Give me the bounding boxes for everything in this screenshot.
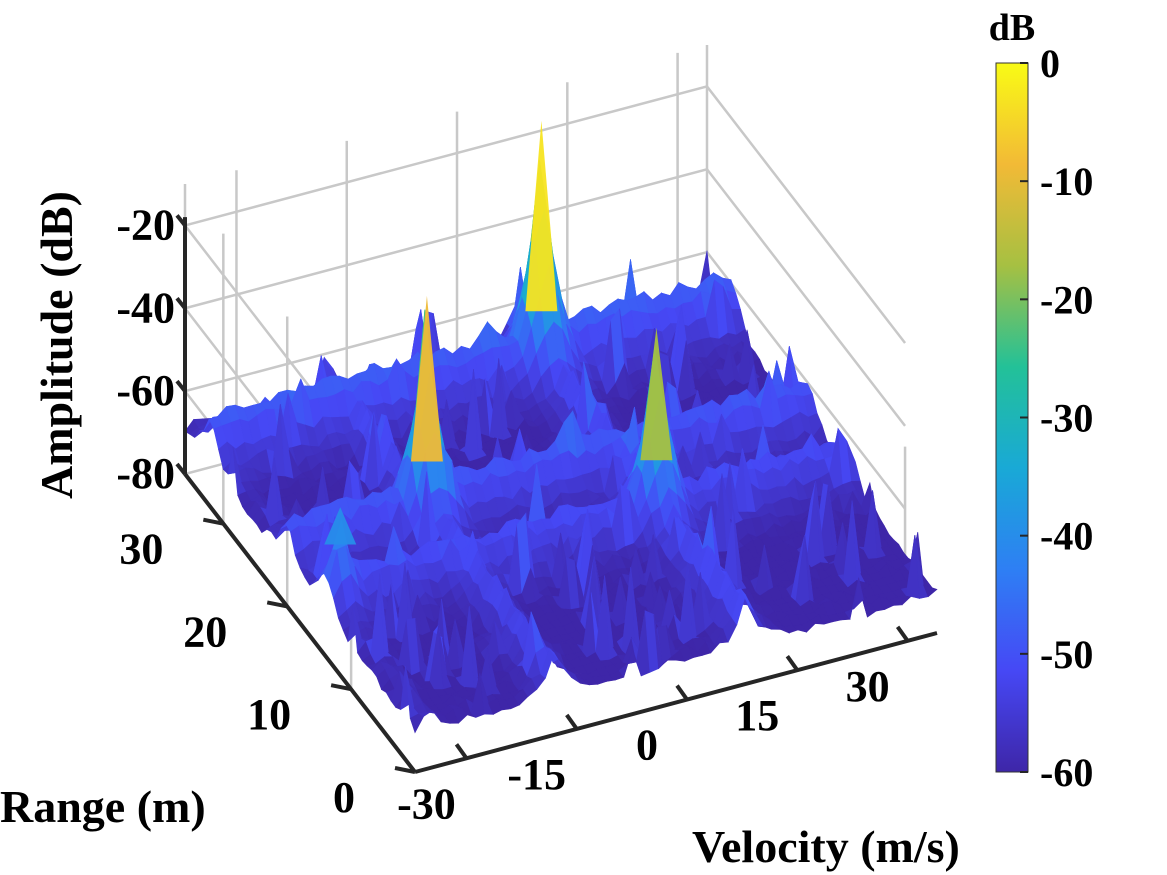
x-tick-label: 15 xyxy=(735,691,779,740)
colorbar-label: dB xyxy=(989,7,1035,49)
y-axis-label: Range (m) xyxy=(0,781,206,832)
x-tick-label: -15 xyxy=(507,750,566,799)
x-tick-mark xyxy=(785,655,799,672)
colorbar-tick-label: -30 xyxy=(1040,396,1093,441)
colorbar: dB 0 -10 -20 -30 -40 -50 -60 xyxy=(989,7,1094,795)
z-tick-label: -20 xyxy=(116,200,175,249)
surface-layer xyxy=(184,120,938,734)
peak-spike xyxy=(525,120,558,312)
y-tick-label: 10 xyxy=(247,690,291,739)
y-tick-label: 20 xyxy=(183,607,227,656)
grid-line-z xyxy=(182,85,907,525)
colorbar-tick-label: -10 xyxy=(1040,159,1093,204)
y-tick-label: 30 xyxy=(119,525,163,574)
axes-layer: -30 -15 0 15 30 0 10 20 30 -20 -40 -60 -80 xyxy=(116,200,938,828)
y-tick-mark xyxy=(202,517,224,526)
surface-patch xyxy=(922,584,938,598)
peak-spike xyxy=(410,295,443,462)
x-tick-mark xyxy=(675,684,689,701)
colorbar-tick-label: -40 xyxy=(1040,514,1093,559)
x-tick-label: 0 xyxy=(636,721,658,770)
colorbar-tick-label: -50 xyxy=(1040,632,1093,677)
x-tick-mark xyxy=(454,743,469,760)
y-tick-label: 0 xyxy=(333,773,355,822)
x-axis-label: Velocity (m/s) xyxy=(692,821,960,872)
y-tick-mark xyxy=(330,683,352,692)
z-tick-label: -60 xyxy=(116,366,175,415)
colorbar-tick-label: -20 xyxy=(1040,277,1093,322)
z-tick-mark xyxy=(175,462,187,476)
x-axis-line xyxy=(414,631,938,774)
z-tick-label: -40 xyxy=(116,283,175,332)
y-tick-mark xyxy=(266,600,288,609)
peak-spike xyxy=(324,507,357,545)
peak-spike xyxy=(640,327,673,461)
z-axis-label: Amplitude (dB) xyxy=(31,191,82,499)
x-tick-mark xyxy=(895,625,910,642)
x-tick-mark xyxy=(565,713,579,731)
z-tick-label: -80 xyxy=(116,449,175,498)
z-tick-mark xyxy=(175,297,187,310)
z-tick-mark xyxy=(175,379,187,393)
colorbar-tick-label: -60 xyxy=(1040,750,1093,795)
x-tick-label: -30 xyxy=(397,779,456,828)
colorbar-tick-label: 0 xyxy=(1040,41,1060,86)
z-tick-mark xyxy=(175,214,187,227)
x-tick-label: 30 xyxy=(846,662,890,711)
y-tick-mark xyxy=(394,766,416,774)
